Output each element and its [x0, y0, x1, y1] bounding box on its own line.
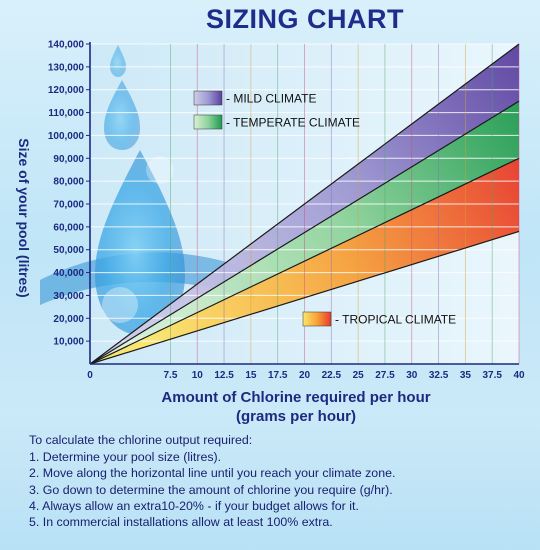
- y-tick-label: 50,000: [53, 245, 84, 256]
- instructions-steps: 1. Determine your pool size (litres). 2. …: [29, 449, 534, 530]
- legend-series-name: TEMPERATE CLIMATE: [233, 116, 360, 130]
- x-tick-label: 0: [87, 370, 93, 381]
- series-line-1: [89, 43, 520, 365]
- x-tick-label: 20: [299, 370, 311, 381]
- x-tick-label: 27.5: [375, 370, 395, 381]
- x-tick-label: 7.5: [163, 370, 177, 381]
- y-tick-label: 140,000: [48, 40, 85, 51]
- x-tick-label: 17.5: [268, 370, 288, 381]
- y-tick-label: 130,000: [48, 62, 85, 73]
- chart-title: SIZING CHART: [206, 4, 404, 34]
- x-tick-label: 10: [192, 370, 204, 381]
- legend-swatch: [193, 114, 223, 130]
- legend-label: - MILD CLIMATE: [226, 92, 316, 106]
- legend-label: - TEMPERATE CLIMATE: [226, 116, 360, 130]
- legend-series-name: MILD CLIMATE: [233, 92, 316, 106]
- instruction-step: 3. Go down to determine the amount of ch…: [29, 482, 393, 497]
- y-tick-label: 110,000: [48, 108, 84, 119]
- instruction-step: 4. Always allow an extra10-20% - if your…: [29, 498, 359, 513]
- y-tick-label: 40,000: [53, 268, 84, 279]
- series-line-3: [89, 157, 520, 365]
- legend-swatch: [193, 90, 223, 106]
- x-tick-label: 22.5: [322, 370, 342, 381]
- y-tick-label: 30,000: [53, 291, 84, 302]
- x-axis-label-line2: (grams per hour): [236, 408, 356, 425]
- instruction-step: 2. Move along the horizontal line until …: [29, 466, 396, 481]
- y-tick-label: 80,000: [53, 177, 84, 188]
- y-tick-label: 10,000: [53, 337, 84, 348]
- x-tick-label: 12.5: [214, 370, 234, 381]
- sizing-chart: 10,000 20,000 30,000 40,000 50,000 60,000 70,0…: [16, 40, 525, 426]
- legend-swatch: [302, 311, 332, 327]
- x-tick-label: 40: [513, 370, 525, 381]
- water-drop-decoration: [40, 45, 255, 335]
- series-line-4: [89, 230, 520, 365]
- x-tick-label: 32.5: [429, 370, 449, 381]
- y-tick-label: 20,000: [53, 314, 84, 325]
- x-tick-label: 37.5: [482, 370, 502, 381]
- x-tick-label: 15: [245, 370, 257, 381]
- x-axis-label: Amount of Chlorine required per hour: [161, 389, 430, 406]
- y-tick-label: 70,000: [53, 200, 84, 211]
- instruction-step: 1. Determine your pool size (litres).: [29, 450, 222, 465]
- x-tick-label: 30: [406, 370, 418, 381]
- y-tick-label: 90,000: [53, 154, 84, 165]
- y-axis-label: Size of your pool (litres): [16, 138, 32, 297]
- legend-series-name: TROPICAL CLIMATE: [342, 313, 456, 327]
- instruction-step: 5. In commercial installations allow at …: [29, 515, 333, 530]
- instructions-panel: To calculate the chlorine output require…: [29, 432, 534, 530]
- series-line-2: [89, 100, 520, 365]
- instructions-heading: To calculate the chlorine output require…: [29, 433, 253, 447]
- legend-label: - TROPICAL CLIMATE: [335, 313, 456, 327]
- y-tick-label: 120,000: [48, 85, 85, 96]
- y-tick-label: 100,000: [48, 131, 85, 142]
- x-tick-label: 35: [460, 370, 472, 381]
- x-tick-label: 25: [353, 370, 365, 381]
- y-tick-label: 60,000: [53, 222, 84, 233]
